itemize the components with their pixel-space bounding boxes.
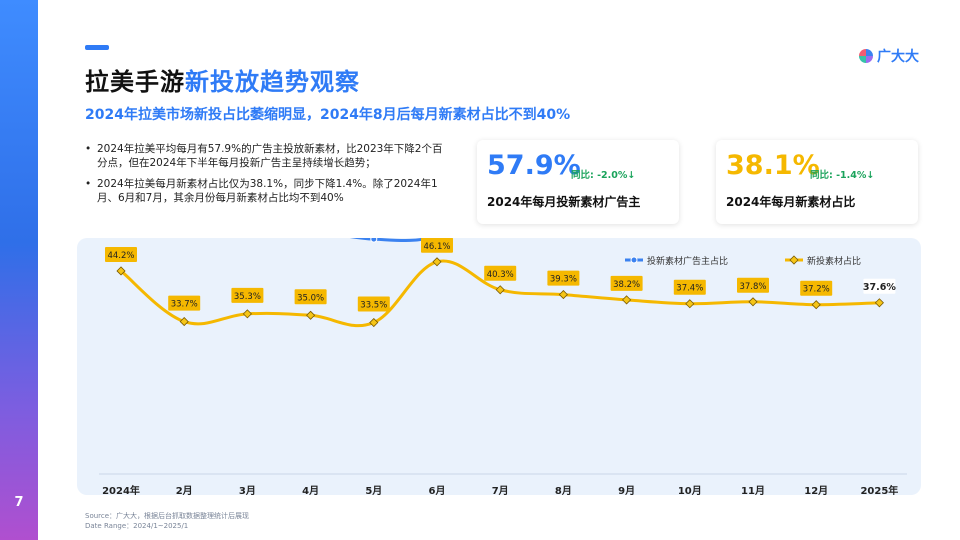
x-tick-label: 3月 [239, 485, 256, 495]
data-label: 33.7% [171, 300, 198, 310]
bullet-item: 2024年拉美平均每月有57.9%的广告主投放新素材，比2023年下降2个百分点… [85, 143, 450, 170]
data-label: 35.0% [297, 293, 324, 303]
data-point [432, 257, 442, 267]
kpi-value: 38.1% [726, 150, 820, 181]
source-note: Source：广大大，根据后台抓取数据整理统计后展现 Date Range：20… [85, 511, 249, 531]
data-label: 39.3% [550, 275, 577, 285]
page-title-part2: 新投放趋势观察 [185, 68, 360, 96]
data-label-box [610, 275, 643, 291]
series-advertisers-line [349, 238, 437, 242]
x-tick-label: 8月 [555, 485, 572, 495]
data-label-box [673, 279, 706, 295]
data-point [369, 317, 379, 328]
data-point [874, 298, 884, 308]
source-text: Source：广大大，根据后台抓取数据整理统计后展现 [85, 512, 250, 520]
data-label-box [105, 246, 137, 262]
data-label-box [484, 265, 517, 281]
data-label: 38.2% [613, 280, 640, 290]
kpi-change: 同比: -1.4%↓ [810, 170, 875, 181]
x-tick-label: 4月 [302, 485, 319, 495]
page-subtitle: 2024年拉美市场新投占比萎缩明显，2024年8月后每月新素材占比不到40% [85, 107, 571, 123]
data-label-box [357, 296, 390, 312]
title-accent-dash [85, 45, 109, 50]
brand-name: 广大大 [877, 49, 919, 65]
data-point [748, 297, 758, 307]
brand-logo: 广大大 [858, 46, 919, 66]
chart-panel: 2024年2月3月4月5月6月7月8月9月10月11月12月2025年58.7%… [77, 238, 921, 495]
page-title-part1: 拉美手游 [85, 68, 185, 96]
data-label: 37.8% [739, 282, 766, 292]
data-point [558, 290, 568, 300]
data-point [622, 295, 632, 305]
data-point [242, 309, 252, 319]
data-point [306, 310, 316, 320]
kpi-label: 2024年每月新素材占比 [726, 195, 856, 209]
kpi-card-new-creatives: 38.1% 同比: -1.4%↓ 2024年每月新素材占比 [716, 140, 918, 224]
guangdada-logo-icon [859, 49, 873, 63]
kpi-label: 2024年每月投新素材广告主 [487, 195, 641, 209]
side-accent-bar [0, 0, 38, 540]
page-number: 7 [14, 495, 24, 510]
data-point [116, 266, 126, 276]
x-tick-label: 12月 [804, 485, 828, 495]
data-point [811, 300, 821, 310]
data-label: 33.5% [360, 301, 387, 311]
data-label: 40.3% [487, 270, 514, 280]
x-tick-label: 7月 [492, 485, 509, 495]
legend-marker [630, 256, 638, 264]
data-label: 37.2% [803, 285, 830, 295]
data-label: 35.3% [234, 292, 261, 302]
data-point [495, 285, 505, 295]
data-label: 44.2% [107, 251, 134, 261]
x-tick-label: 2025年 [860, 484, 898, 495]
x-tick-label: 10月 [678, 485, 702, 495]
x-tick-label: 11月 [741, 485, 765, 495]
data-label: 37.6% [863, 282, 896, 293]
date-range-text: Date Range：2024/1~2025/1 [85, 522, 189, 530]
x-tick-label: 9月 [618, 485, 635, 495]
data-label-box [863, 278, 896, 294]
legend-marker [789, 255, 799, 265]
page-title: 拉美手游新投放趋势观察 [85, 62, 360, 97]
data-label-box [737, 277, 769, 293]
x-tick-label: 2月 [176, 485, 193, 495]
data-label: 37.4% [676, 284, 703, 294]
kpi-value: 57.9% [487, 150, 581, 181]
data-point [370, 238, 378, 243]
data-label-box [547, 270, 580, 286]
data-label-box [168, 295, 201, 311]
bullet-list: 2024年拉美平均每月有57.9%的广告主投放新素材，比2023年下降2个百分点… [85, 143, 450, 213]
x-tick-label: 5月 [365, 485, 382, 495]
bullet-item: 2024年拉美每月新素材占比仅为38.1%，同步下降1.4%。除了2024年1月… [85, 178, 450, 205]
line-chart: 2024年2月3月4月5月6月7月8月9月10月11月12月2025年58.7%… [99, 238, 907, 495]
legend-label: 投新素材广告主占比 [647, 255, 728, 267]
x-tick-label: 6月 [429, 485, 446, 495]
kpi-change: 同比: -2.0%↓ [571, 170, 636, 181]
data-label-box [231, 287, 264, 303]
data-point [179, 317, 189, 327]
data-label: 46.1% [423, 242, 450, 252]
legend-label: 新投素材占比 [807, 255, 861, 267]
x-tick-label: 2024年 [102, 484, 140, 495]
data-point [685, 299, 695, 309]
kpi-card-advertisers: 57.9% 同比: -2.0%↓ 2024年每月投新素材广告主 [477, 140, 679, 224]
data-label-box [800, 280, 833, 296]
data-label-box [294, 289, 327, 305]
data-label-box [421, 238, 453, 253]
